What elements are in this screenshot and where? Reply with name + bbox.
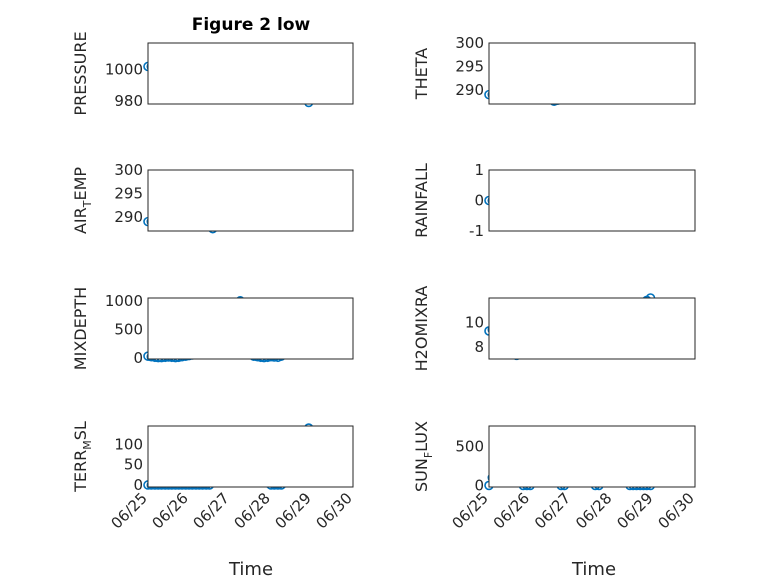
axes-frame [488, 169, 696, 232]
y-tick-label: 0 [133, 476, 143, 494]
y-tick-label: 295 [455, 57, 484, 75]
y-axis-label: THETA [412, 48, 431, 100]
subplot-h2omixra: 8 10 H2OMIXRA [412, 286, 696, 372]
x-tick-label: 06/28 [231, 489, 274, 532]
y-tick-label: 500 [114, 320, 143, 338]
y-tick-label: 50 [124, 456, 143, 474]
y-axis-label: RAINFALL [412, 163, 431, 238]
axes-frame [147, 425, 354, 488]
x-tick-label: 06/26 [490, 489, 533, 532]
x-tick-label: 06/25 [449, 489, 492, 532]
x-tick-label: 06/30 [655, 489, 698, 532]
y-tick-label: 0 [474, 476, 484, 494]
x-tick-label: 06/27 [190, 489, 233, 532]
y-tick-label: 980 [114, 92, 143, 110]
axes-frame [488, 297, 696, 360]
y-tick-label: 500 [455, 437, 484, 455]
y-tick-label: 290 [455, 81, 484, 99]
subplot-theta: 290 295 300 THETA [412, 34, 696, 106]
y-axis-label: H2OMIXRA [412, 286, 431, 372]
x-tick-label: 06/29 [613, 489, 656, 532]
y-tick-label: 0 [474, 192, 484, 210]
subplot-air-temp: 290 295 300 AIRTEMP [71, 161, 354, 234]
x-axis-label-left: Time [228, 559, 273, 580]
axes-frame [147, 297, 354, 360]
y-tick-label: 300 [455, 34, 484, 52]
y-tick-label: 10 [465, 313, 484, 331]
y-tick-label: 8 [474, 338, 484, 356]
figure-title: Figure 2 low [192, 15, 311, 35]
x-tick-label: 06/29 [272, 489, 315, 532]
y-axis-label: MIXDEPTH [71, 287, 90, 370]
x-tick-label: 06/27 [531, 489, 574, 532]
x-tick-label: 06/30 [313, 489, 356, 532]
x-tick-label: 06/25 [108, 489, 151, 532]
axes-frame [147, 42, 354, 105]
y-tick-label: 100 [114, 435, 143, 453]
y-tick-label: 1 [474, 161, 484, 179]
y-tick-label: 1000 [105, 61, 143, 79]
axes-frame [147, 169, 354, 232]
x-axis-label-right: Time [571, 559, 616, 580]
y-axis-label: TERRMSL [71, 421, 94, 493]
y-tick-label: 1000 [105, 292, 143, 310]
axes-frame [488, 42, 696, 105]
y-axis-label: SUNFLUX [412, 421, 435, 492]
x-tick-label: 06/26 [149, 489, 192, 532]
subplot-mixdepth: 0 500 1000 MIXDEPTH [71, 287, 354, 370]
y-tick-label: -1 [469, 222, 484, 240]
y-tick-label: 295 [114, 184, 143, 202]
y-tick-label: 300 [114, 161, 143, 179]
subplot-pressure: 980 1000 PRESSURE [71, 31, 354, 116]
y-axis-label: PRESSURE [71, 31, 90, 115]
x-tick-label: 06/28 [572, 489, 615, 532]
y-tick-label: 290 [114, 208, 143, 226]
y-tick-label: 0 [133, 349, 143, 367]
axes-frame [488, 425, 696, 488]
subplot-rainfall: -1 0 1 RAINFALL [412, 161, 696, 240]
y-axis-label: AIRTEMP [71, 167, 94, 234]
